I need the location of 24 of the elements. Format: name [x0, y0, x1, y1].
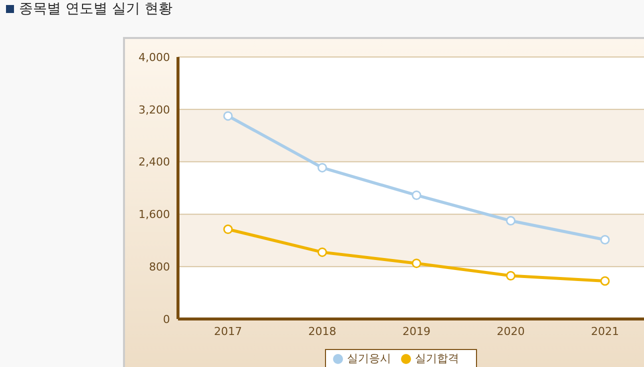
point	[223, 224, 233, 234]
legend-label: 실기합격	[415, 352, 459, 365]
y-tick-label: 1,600	[138, 208, 170, 222]
point	[600, 276, 610, 286]
point	[506, 271, 516, 281]
y-tick-label: 2,400	[138, 156, 170, 169]
point	[318, 247, 327, 257]
point	[412, 258, 422, 268]
legend-label: 실기응시	[347, 352, 391, 365]
point	[223, 111, 233, 121]
x-tick-label: 2020	[496, 324, 525, 338]
y-tick-label: 0	[163, 312, 170, 326]
y-tick-label: 3,200	[138, 103, 170, 116]
chart-title: 종목별 연도별 실기 현황	[19, 0, 172, 18]
x-tick-label: 2019	[402, 324, 430, 338]
point	[412, 190, 422, 200]
x-tick-label: 2017	[214, 324, 242, 338]
point	[600, 234, 610, 244]
point	[506, 216, 516, 226]
y-tick-label: 800	[149, 260, 170, 274]
x-tick-label: 2018	[308, 324, 336, 338]
y-tick-label: 4,000	[138, 50, 170, 64]
x-tick-label: 2021	[591, 324, 619, 338]
point	[318, 162, 327, 172]
